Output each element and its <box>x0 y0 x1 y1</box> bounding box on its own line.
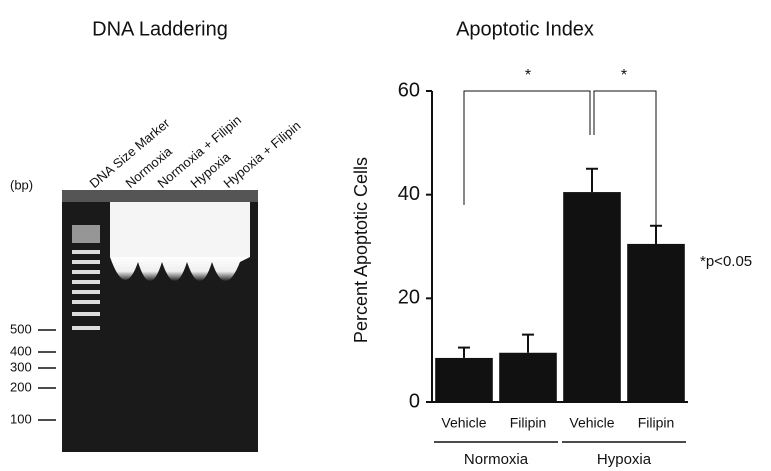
annotation: *p<0.05 <box>700 253 752 270</box>
bar <box>563 192 621 402</box>
size-marker-label: 100 <box>10 411 32 426</box>
x-tick-label: Vehicle <box>569 415 614 431</box>
y-tick-label: 0 <box>409 390 420 412</box>
gel-unit: (bp) <box>10 177 33 192</box>
figure: DNA Laddering (bp) DNA Size MarkerNormox… <box>0 0 771 471</box>
significance-bracket <box>464 91 590 205</box>
size-marker-label: 500 <box>10 321 32 336</box>
y-tick-label: 40 <box>398 183 420 205</box>
chart-title: Apoptotic Index <box>456 18 594 40</box>
size-marker-label: 200 <box>10 379 32 394</box>
gel-title: DNA Laddering <box>92 18 228 40</box>
group-label: Hypoxia <box>597 451 652 468</box>
y-axis-label: Percent Apoptotic Cells <box>351 157 371 343</box>
x-tick-label: Vehicle <box>441 415 486 431</box>
bar <box>499 353 557 402</box>
significance-star: * <box>525 67 531 84</box>
significance-star: * <box>621 67 627 84</box>
size-marker-label: 400 <box>10 343 32 358</box>
bar <box>435 358 493 402</box>
group-label: Normoxia <box>464 451 529 468</box>
y-tick-label: 20 <box>398 287 420 309</box>
y-tick-label: 60 <box>398 79 420 101</box>
bar <box>627 244 685 402</box>
x-tick-label: Filipin <box>638 415 675 431</box>
size-marker-label: 300 <box>10 359 32 374</box>
x-tick-label: Filipin <box>510 415 547 431</box>
gel-image <box>62 190 258 452</box>
